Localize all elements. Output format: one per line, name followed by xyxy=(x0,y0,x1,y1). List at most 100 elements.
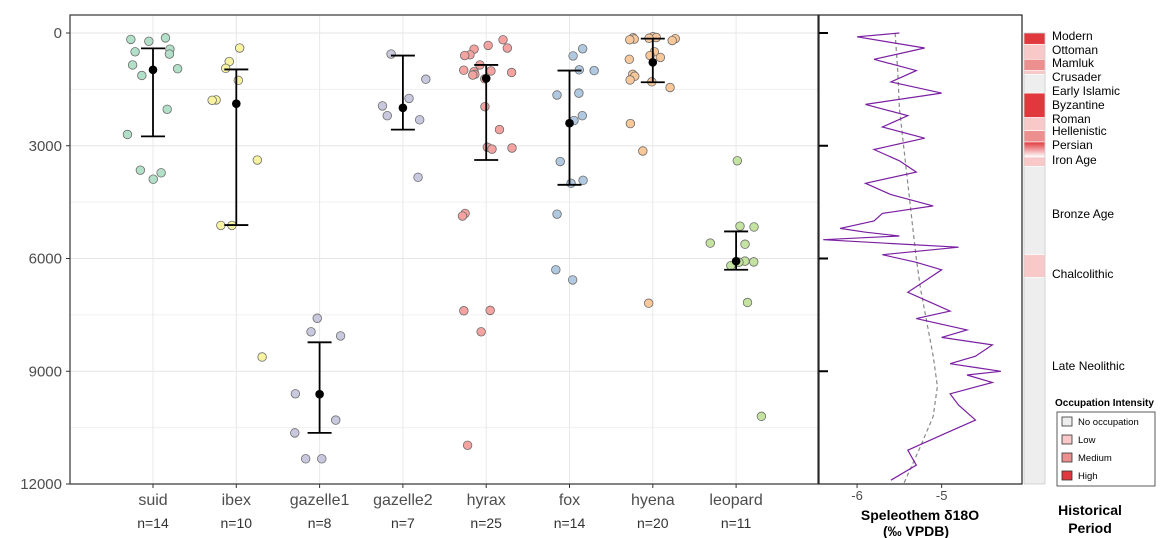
data-point xyxy=(498,35,508,45)
period-band xyxy=(1023,32,1046,45)
speleothem-axis-unit: (‰ VPDB) xyxy=(883,523,949,538)
legend-label: No occupation xyxy=(1078,417,1139,428)
speleothem-axis-title: Speleothem δ18O xyxy=(861,507,979,523)
data-point xyxy=(486,66,496,76)
period-label: Persian xyxy=(1052,138,1093,152)
data-point xyxy=(625,35,635,45)
data-point xyxy=(148,174,158,184)
speleothem-panel: -6 -5 Speleothem δ18O(‰ VPDB) xyxy=(818,14,1023,538)
period-label: Iron Age xyxy=(1052,153,1097,167)
period-band xyxy=(1023,276,1046,485)
period-band xyxy=(1023,166,1046,256)
data-point xyxy=(502,43,513,53)
mean-point xyxy=(648,58,658,67)
mean-point xyxy=(148,65,158,75)
period-band xyxy=(1023,117,1046,132)
category-label: gazelle1 xyxy=(290,492,350,509)
period-frame xyxy=(1023,32,1046,485)
data-point xyxy=(625,75,635,85)
data-point xyxy=(234,43,245,53)
legend-swatch xyxy=(1061,452,1073,463)
mean-point xyxy=(565,118,574,128)
legend-label: Medium xyxy=(1078,453,1112,464)
data-point xyxy=(462,440,473,450)
data-point xyxy=(162,104,172,114)
mean-point xyxy=(731,256,741,266)
data-point xyxy=(705,238,715,248)
data-point xyxy=(160,33,171,43)
period-band xyxy=(1023,43,1046,60)
mean-point xyxy=(398,103,408,113)
data-point xyxy=(130,47,140,57)
trend-line xyxy=(894,32,939,485)
data-point xyxy=(459,306,469,316)
speleothem-x-tick-label: -6 xyxy=(851,488,863,503)
mean-point xyxy=(481,74,491,83)
data-point xyxy=(756,411,767,422)
data-point xyxy=(551,265,561,275)
legend-swatch xyxy=(1061,416,1073,427)
data-point xyxy=(414,115,425,125)
period-band xyxy=(1023,254,1046,278)
data-point xyxy=(331,415,341,425)
plot-frame xyxy=(69,14,819,485)
category-label: fox xyxy=(559,492,580,509)
data-point xyxy=(568,51,578,61)
data-point xyxy=(207,95,217,105)
legend-label: High xyxy=(1078,471,1098,482)
data-point xyxy=(382,110,392,121)
count-label: n=11 xyxy=(721,515,752,531)
period-label: Early Islamic xyxy=(1052,84,1120,98)
category-label: hyena xyxy=(631,492,675,509)
period-label: Modern xyxy=(1052,29,1093,43)
data-point xyxy=(735,221,745,231)
data-point xyxy=(485,305,495,316)
period-band xyxy=(1023,156,1046,167)
y-tick-label: 6000 xyxy=(29,251,62,268)
data-point xyxy=(252,155,263,165)
data-point xyxy=(577,110,587,121)
data-point xyxy=(221,63,231,74)
y-tick-label: 3000 xyxy=(29,138,62,155)
data-point xyxy=(216,220,226,231)
period-label: Ottoman xyxy=(1052,43,1098,57)
data-point xyxy=(459,65,469,75)
data-point xyxy=(506,67,517,78)
y-tick-label: 0 xyxy=(54,25,62,42)
speleothem-frame xyxy=(818,14,1023,485)
period-label: Mamluk xyxy=(1052,56,1095,70)
data-point xyxy=(667,35,677,46)
data-point xyxy=(172,64,183,74)
data-point xyxy=(574,88,584,98)
count-label: n=7 xyxy=(391,515,415,531)
data-point xyxy=(476,327,486,337)
legend-label: Low xyxy=(1078,435,1096,446)
legend-swatch xyxy=(1061,470,1073,481)
data-point xyxy=(127,60,138,70)
data-point xyxy=(233,75,244,86)
data-point xyxy=(665,82,675,93)
data-point xyxy=(144,36,154,46)
data-point xyxy=(487,144,497,154)
mean-point xyxy=(315,389,324,399)
data-point xyxy=(135,165,146,175)
category-label: suid xyxy=(138,492,167,509)
data-point xyxy=(404,93,414,104)
y-tick-label: 12000 xyxy=(20,476,62,493)
data-point xyxy=(749,257,759,267)
data-point xyxy=(494,124,505,135)
data-point xyxy=(317,454,327,464)
data-point xyxy=(552,209,562,219)
count-label: n=8 xyxy=(308,515,332,531)
data-point xyxy=(386,49,396,59)
data-point xyxy=(625,118,636,129)
data-point xyxy=(300,454,311,464)
data-point xyxy=(483,40,493,51)
data-point xyxy=(578,175,588,186)
delta18o-line xyxy=(823,32,1001,481)
count-label: n=14 xyxy=(137,515,169,531)
data-point xyxy=(421,74,431,84)
data-point xyxy=(643,298,654,308)
